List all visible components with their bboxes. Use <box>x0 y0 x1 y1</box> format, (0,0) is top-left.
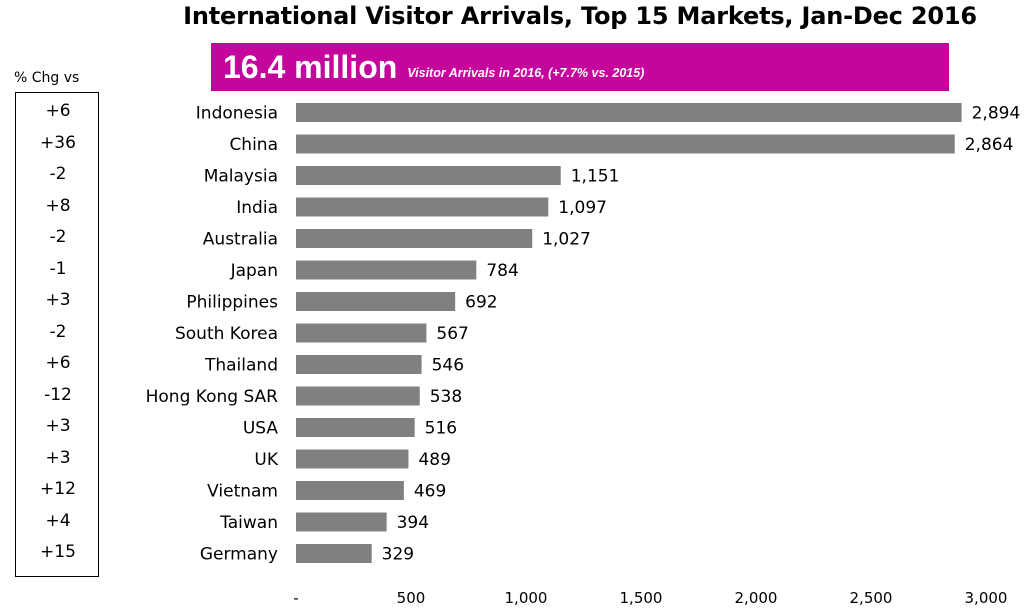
data-label: 329 <box>382 545 414 565</box>
category-label: Thailand <box>204 356 278 376</box>
category-label: Malaysia <box>204 167 278 187</box>
category-label: Hong Kong SAR <box>146 387 279 407</box>
bar <box>296 512 387 532</box>
bar <box>296 197 549 217</box>
pct-change-value: -2 <box>49 227 67 247</box>
bar <box>296 134 955 154</box>
bar <box>296 418 415 437</box>
data-label: 2,894 <box>972 104 1021 124</box>
data-label: 1,027 <box>542 230 591 250</box>
category-label: Taiwan <box>219 513 278 533</box>
bar <box>296 355 422 374</box>
data-label: 516 <box>425 419 457 439</box>
banner-subtext: Visitor Arrivals in 2016, (+7.7% vs. 201… <box>407 66 645 80</box>
data-label: 1,097 <box>558 198 607 218</box>
category-label: Philippines <box>186 293 278 313</box>
x-tick-label: 1,500 <box>620 589 663 607</box>
pct-change-value: +15 <box>40 542 76 562</box>
x-tick-label: 500 <box>397 589 426 607</box>
category-label: Indonesia <box>196 104 278 124</box>
bar <box>296 260 477 280</box>
pct-change-value: +4 <box>45 510 71 531</box>
pct-change-value: +8 <box>45 195 71 216</box>
pct-change-header: % Chg vs <box>14 70 80 86</box>
pct-change-value: +6 <box>45 353 71 373</box>
bar <box>296 292 456 311</box>
category-label: Japan <box>230 261 278 281</box>
bar <box>296 323 427 343</box>
bar <box>296 103 962 122</box>
data-label: 692 <box>465 293 497 313</box>
bar <box>296 481 404 500</box>
bar <box>296 449 409 469</box>
category-label: Australia <box>203 230 278 250</box>
pct-change-value: -2 <box>49 164 67 184</box>
data-label: 546 <box>432 356 464 376</box>
bar <box>296 386 420 406</box>
data-label: 538 <box>430 387 462 407</box>
category-label: South Korea <box>175 324 278 344</box>
data-label: 394 <box>397 513 429 533</box>
x-tick-label: 1,000 <box>505 589 548 607</box>
data-label: 567 <box>436 324 468 344</box>
x-tick-label: 2,000 <box>735 589 778 607</box>
bar <box>296 544 372 563</box>
summary-banner: 16.4 million Visitor Arrivals in 2016, (… <box>211 43 949 91</box>
data-label: 489 <box>418 450 450 470</box>
category-label: Vietnam <box>207 482 278 502</box>
pct-change-value: +6 <box>45 101 71 121</box>
pct-change-value: +36 <box>40 132 76 153</box>
pct-change-value: -2 <box>49 321 67 342</box>
pct-change-value: -1 <box>49 258 67 279</box>
pct-change-box: +6 +36 -2 +8 -2 -1 +3 -2 +6 -12 +3 +3 +12 +4 +15 <box>15 92 99 577</box>
pct-change-value: -12 <box>44 384 72 405</box>
category-label: UK <box>254 450 278 470</box>
data-label: 1,151 <box>571 167 620 187</box>
category-label: India <box>236 198 278 218</box>
bar <box>296 229 533 248</box>
data-label: 2,864 <box>965 135 1014 155</box>
category-label: USA <box>243 419 279 439</box>
banner-headline: 16.4 million <box>223 48 398 85</box>
pct-change-value: +12 <box>40 479 76 499</box>
x-tick-label: 2,500 <box>850 589 893 607</box>
pct-change-value: +3 <box>45 416 71 436</box>
pct-change-value: +3 <box>45 290 71 310</box>
data-label: 784 <box>486 261 518 281</box>
chart-title: International Visitor Arrivals, Top 15 M… <box>183 2 977 30</box>
category-label: Germany <box>200 545 278 565</box>
bar <box>296 166 561 185</box>
x-tick-label: 3,000 <box>965 589 1008 607</box>
x-tick-label: - <box>293 589 298 607</box>
pct-change-value: +3 <box>45 447 71 468</box>
category-label: China <box>229 135 278 155</box>
data-label: 469 <box>414 482 446 502</box>
